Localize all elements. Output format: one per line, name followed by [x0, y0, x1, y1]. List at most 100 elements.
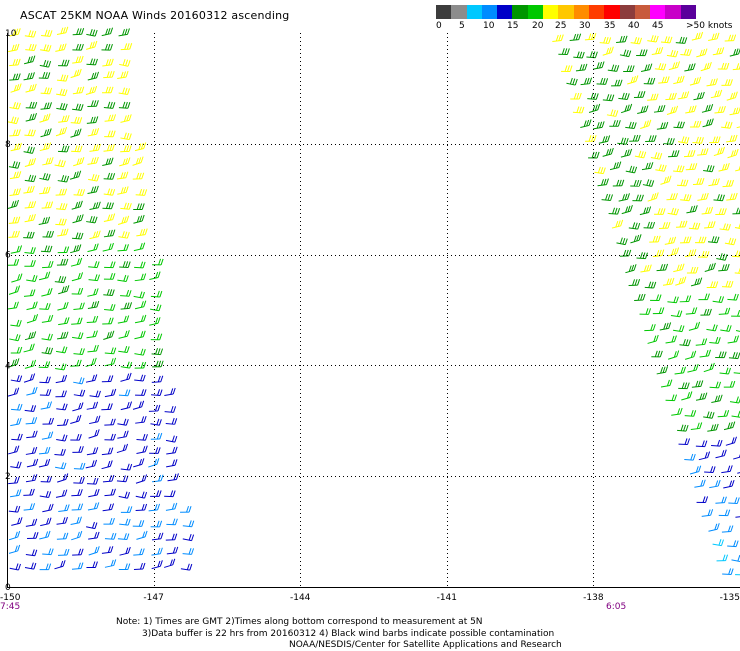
- wind-barb: [626, 166, 637, 173]
- wind-barb: [25, 331, 36, 339]
- wind-barb: [104, 489, 115, 496]
- wind-barb: [728, 497, 739, 503]
- wind-barb: [72, 201, 83, 209]
- note-line-3: NOAA/NESDIS/Center for Satellite Applica…: [289, 639, 562, 651]
- wind-barb: [11, 245, 22, 253]
- wind-barb: [657, 264, 668, 271]
- wind-barb: [102, 28, 113, 36]
- wind-barb: [11, 375, 22, 381]
- wind-barb: [675, 367, 686, 374]
- wind-barb: [40, 564, 51, 570]
- wind-barb: [42, 548, 53, 554]
- wind-barb: [660, 176, 671, 185]
- wind-barb: [667, 106, 678, 115]
- wind-barbs-layer: [8, 27, 740, 575]
- wind-barb: [689, 223, 700, 229]
- wind-barb: [42, 504, 53, 512]
- wind-barb: [653, 307, 664, 313]
- wind-barb: [103, 243, 114, 251]
- wind-barb: [678, 136, 689, 143]
- wind-barb: [136, 475, 147, 484]
- wind-barb: [133, 173, 144, 179]
- wind-barb: [89, 274, 100, 280]
- wind-barb: [58, 285, 69, 293]
- wind-barb: [655, 63, 666, 70]
- wind-barb: [680, 296, 691, 302]
- wind-barb: [134, 331, 145, 339]
- wind-barb: [611, 80, 622, 86]
- wind-barb: [86, 41, 97, 49]
- wind-barb: [120, 203, 131, 210]
- wind-barb: [25, 405, 36, 411]
- wind-barb: [644, 324, 655, 330]
- wind-barb: [714, 147, 725, 156]
- wind-barb: [39, 459, 50, 467]
- wind-barb: [41, 128, 52, 136]
- wind-barb: [104, 173, 115, 179]
- wind-barb: [40, 143, 51, 151]
- wind-barb: [663, 278, 674, 285]
- wind-barb: [735, 510, 740, 517]
- wind-barb: [104, 304, 115, 310]
- wind-barb: [666, 395, 677, 401]
- wind-barb: [121, 43, 132, 49]
- wind-barb: [703, 165, 714, 172]
- wind-barb: [686, 163, 697, 170]
- wind-barb: [136, 229, 147, 236]
- wind-barb: [680, 194, 691, 201]
- wind-barb: [573, 107, 584, 113]
- wind-barb: [73, 87, 84, 94]
- wind-barb: [54, 560, 65, 569]
- wind-barb: [730, 107, 740, 115]
- wind-barb: [631, 37, 642, 44]
- wind-barb: [121, 302, 132, 309]
- wind-barb: [74, 463, 85, 469]
- wind-barb: [42, 261, 53, 267]
- wind-barb: [680, 49, 691, 55]
- wind-barb: [24, 72, 35, 80]
- wind-barb: [117, 431, 128, 439]
- wind-barb: [630, 180, 641, 186]
- wind-barb: [102, 460, 113, 468]
- wind-barb: [623, 65, 634, 71]
- wind-barb: [55, 363, 66, 369]
- wind-barb: [685, 105, 696, 113]
- wind-barb: [720, 368, 731, 374]
- wind-barb: [165, 406, 176, 412]
- wind-barb: [620, 250, 631, 256]
- wind-barb: [102, 158, 113, 166]
- wind-barb: [642, 162, 653, 169]
- wind-barb: [603, 148, 614, 156]
- wind-barb: [593, 121, 604, 128]
- wind-barb: [86, 522, 97, 529]
- wind-barb: [654, 208, 665, 214]
- wind-barb: [666, 336, 677, 343]
- wind-barb: [635, 151, 646, 158]
- wind-barb: [56, 189, 67, 195]
- wind-barb: [25, 175, 36, 182]
- wind-barb: [26, 474, 37, 481]
- wind-barb: [680, 237, 691, 243]
- wind-barb: [730, 48, 740, 56]
- wind-barb: [86, 86, 97, 94]
- wind-barb: [133, 203, 144, 209]
- wind-barb: [724, 381, 735, 387]
- wind-barb: [730, 397, 740, 403]
- wind-barb: [54, 449, 65, 455]
- wind-barb: [87, 478, 98, 484]
- wind-barb: [134, 349, 145, 355]
- wind-barb: [88, 301, 99, 308]
- wind-barb: [728, 149, 739, 158]
- y-tick-label: 0: [5, 583, 11, 593]
- wind-barb: [166, 503, 177, 510]
- wind-barb: [722, 525, 733, 532]
- wind-barb: [56, 346, 67, 352]
- wind-barb: [696, 49, 707, 57]
- wind-barb: [686, 205, 697, 213]
- wind-barb: [73, 157, 84, 166]
- wind-barb: [698, 294, 709, 300]
- wind-barb: [669, 61, 680, 69]
- wind-barb: [648, 192, 659, 201]
- wind-barb: [622, 205, 633, 213]
